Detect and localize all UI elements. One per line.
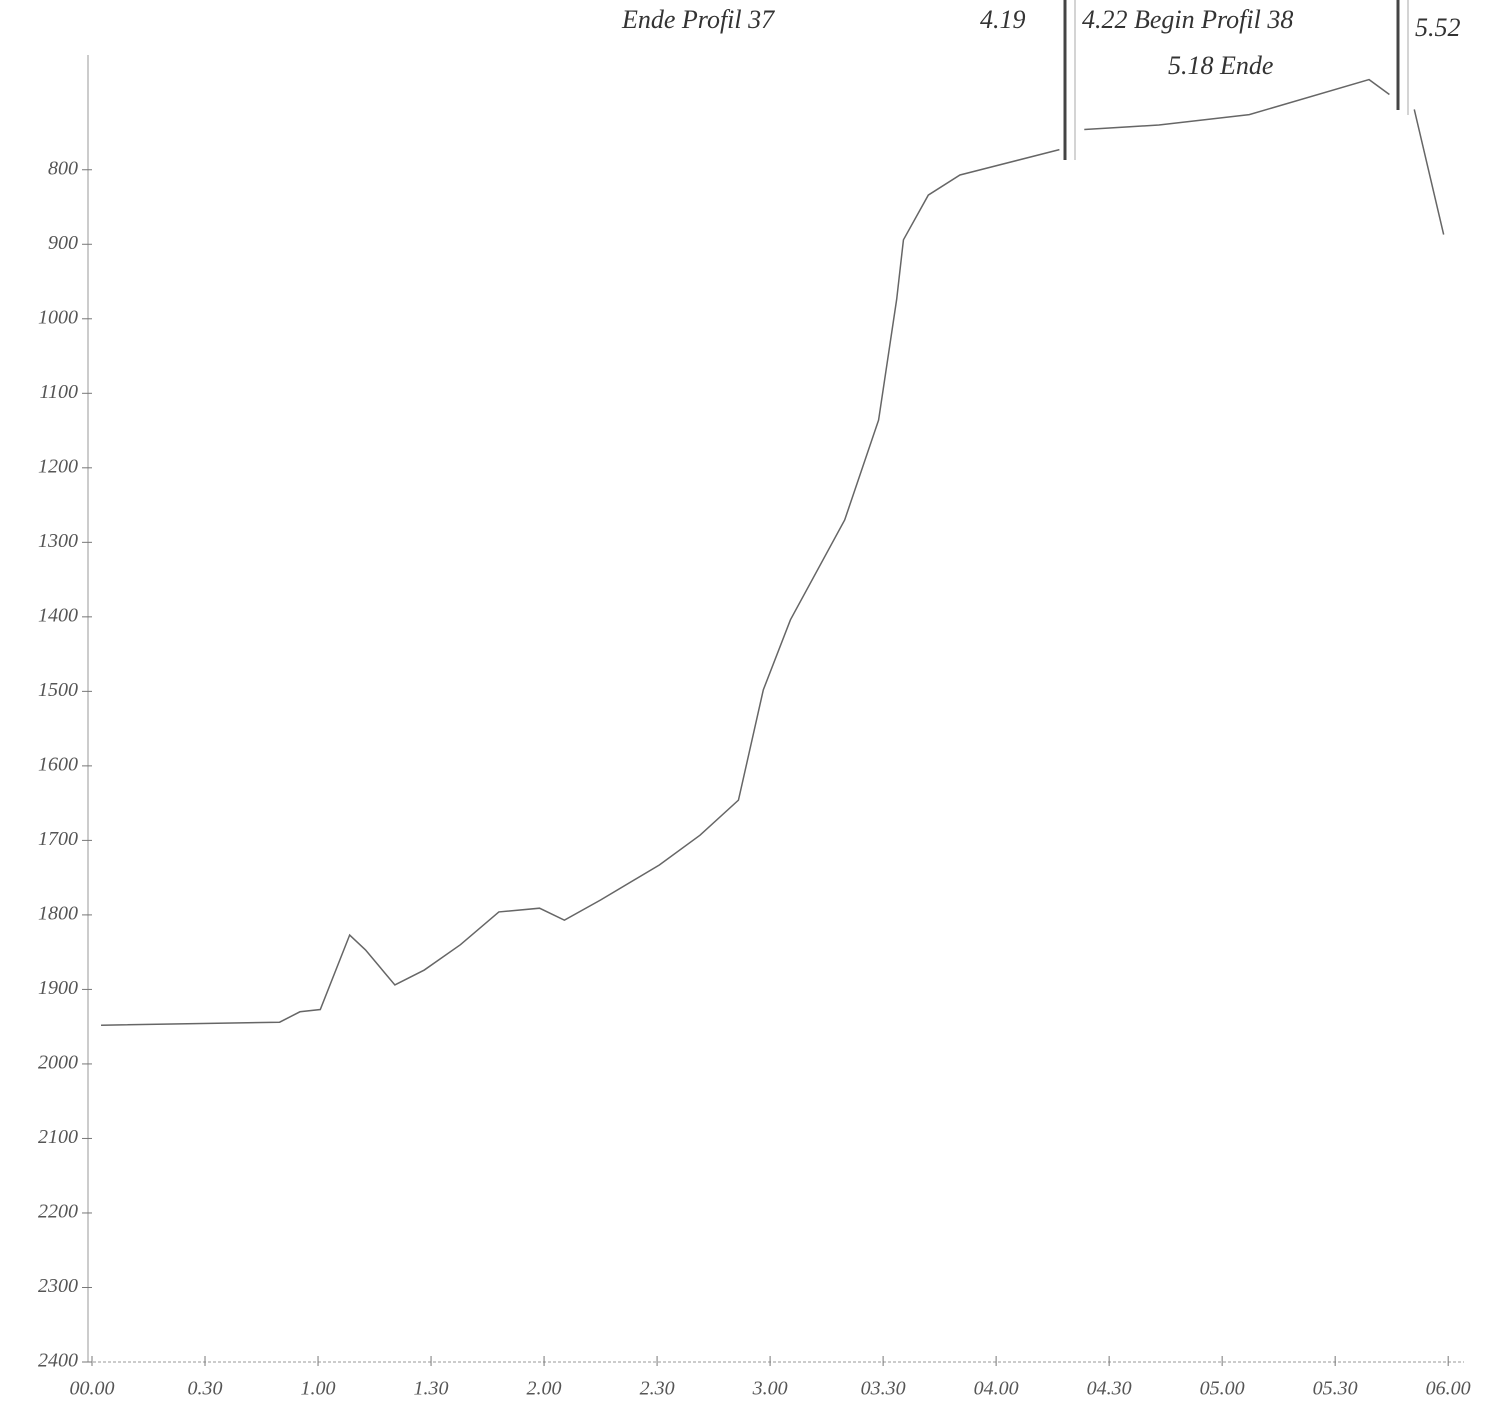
x-tick-label: 04.30 [1087,1378,1132,1400]
y-tick-label: 1800 [38,903,78,925]
y-tick-label: 2100 [38,1126,78,1148]
y-tick-label: 2200 [38,1201,78,1223]
x-tick-label: 03.30 [861,1378,906,1400]
y-tick-label: 1900 [38,977,78,999]
annotation: 4.22 Begin Profil 38 [1082,5,1293,34]
y-tick-label: 1500 [38,679,78,701]
y-tick-label: 2300 [38,1275,78,1297]
y-tick-label: 1100 [39,381,78,403]
y-tick-label: 1000 [38,306,78,328]
y-tick-label: 1600 [38,753,78,775]
x-tick-label: 2.30 [640,1378,675,1400]
annotation: Ende Profil 37 [621,5,775,34]
x-tick-label: 2.00 [527,1378,562,1400]
annotation: 5.18 Ende [1168,51,1273,80]
x-tick-label: 1.00 [301,1378,336,1400]
y-tick-label: 800 [48,157,78,179]
depth-line [1084,78,1390,131]
y-tick-label: 2000 [38,1052,78,1074]
x-tick-label: 00.00 [70,1378,115,1400]
annotation: 4.19 [980,5,1026,34]
x-tick-label: 3.00 [752,1378,788,1400]
x-tick-label: 0.30 [188,1378,223,1400]
y-tick-label: 1200 [38,455,78,477]
y-tick-label: 2400 [38,1350,78,1372]
x-tick-label: 05.30 [1313,1378,1358,1400]
x-tick-label: 1.30 [414,1378,449,1400]
x-tick-label: 05.00 [1200,1378,1245,1400]
y-tick-label: 1400 [38,604,78,626]
x-tick-label: 04.00 [974,1378,1019,1400]
y-tick-label: 1700 [38,828,78,850]
annotation: 5.52 [1415,13,1461,42]
y-tick-label: 1300 [38,530,78,552]
depth-line [101,148,1060,1026]
depth-line [1413,109,1445,235]
y-tick-label: 900 [48,232,78,254]
x-tick-label: 06.00 [1426,1378,1471,1400]
